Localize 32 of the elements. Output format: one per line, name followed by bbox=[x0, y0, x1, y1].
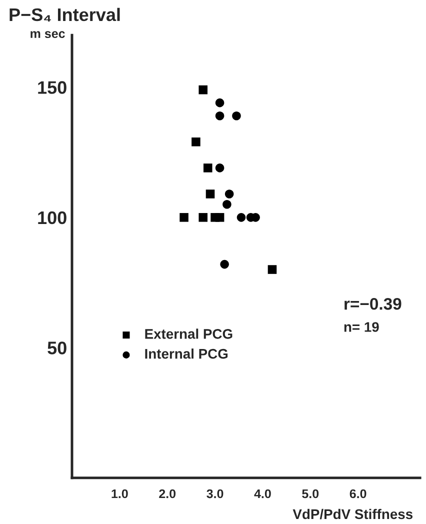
point bbox=[203, 164, 212, 172]
point bbox=[220, 260, 229, 269]
point bbox=[192, 138, 200, 146]
x-tick-label: 3.0 bbox=[206, 489, 224, 498]
point bbox=[215, 213, 224, 222]
text: m sec bbox=[30, 31, 65, 38]
annotation: n= 19 bbox=[344, 322, 379, 332]
point bbox=[198, 85, 208, 94]
point bbox=[222, 200, 232, 209]
point bbox=[224, 190, 234, 198]
point bbox=[232, 111, 241, 120]
point bbox=[215, 111, 224, 120]
x-tick-label: 4.0 bbox=[254, 489, 271, 498]
point bbox=[236, 213, 246, 222]
point bbox=[215, 164, 224, 172]
y-tick-label: 50 bbox=[48, 342, 66, 354]
point bbox=[268, 265, 277, 274]
annotation: r=−0.39 bbox=[344, 298, 402, 310]
x-tick-label: 6.0 bbox=[350, 489, 366, 498]
y-axis-title: P−S₄ Interval bbox=[10, 8, 120, 22]
y-tick-label: 150 bbox=[38, 81, 66, 94]
point bbox=[198, 213, 208, 222]
legend-label: Internal PCG bbox=[145, 348, 228, 359]
x-tick-label: 5.0 bbox=[302, 489, 319, 498]
x-tick-label: 2.0 bbox=[159, 489, 176, 498]
x-axis-title: VdP/PdV Stiffness bbox=[292, 508, 413, 520]
point bbox=[215, 98, 224, 108]
point bbox=[206, 190, 215, 198]
x-tick-label: 1.0 bbox=[112, 489, 128, 498]
legend-label: External PCG bbox=[145, 328, 232, 339]
point bbox=[180, 213, 188, 222]
y-tick-label: 100 bbox=[38, 211, 66, 224]
